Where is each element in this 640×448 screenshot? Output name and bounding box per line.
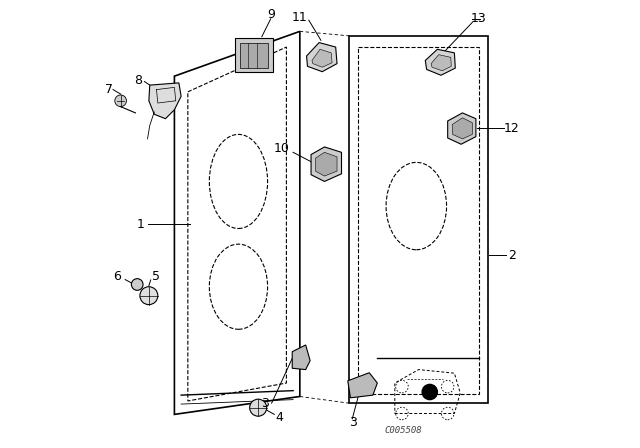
Text: 2: 2 — [508, 249, 516, 262]
Text: 5: 5 — [152, 270, 160, 284]
Polygon shape — [448, 113, 476, 144]
Polygon shape — [311, 147, 342, 181]
Polygon shape — [348, 373, 378, 398]
Text: 12: 12 — [504, 121, 520, 135]
Polygon shape — [312, 49, 332, 67]
Polygon shape — [149, 83, 181, 119]
Text: 10: 10 — [274, 142, 289, 155]
Polygon shape — [425, 49, 455, 75]
Circle shape — [250, 399, 267, 416]
Text: 13: 13 — [471, 12, 487, 26]
Circle shape — [131, 279, 143, 290]
Circle shape — [140, 287, 158, 305]
Bar — [240, 43, 268, 68]
Text: 3: 3 — [349, 415, 357, 429]
Text: 9: 9 — [267, 8, 275, 21]
Circle shape — [422, 384, 437, 400]
Text: 4: 4 — [275, 411, 283, 424]
Text: 11: 11 — [292, 11, 308, 25]
Text: 6: 6 — [113, 270, 121, 284]
Polygon shape — [307, 43, 337, 72]
Polygon shape — [431, 55, 451, 71]
Bar — [235, 38, 273, 72]
Text: 1: 1 — [136, 217, 145, 231]
Text: C005508: C005508 — [385, 426, 422, 435]
Text: 8: 8 — [134, 74, 143, 87]
Polygon shape — [316, 152, 337, 176]
Text: 3: 3 — [260, 396, 269, 410]
Circle shape — [115, 95, 127, 107]
Text: 7: 7 — [104, 83, 113, 96]
Polygon shape — [452, 118, 472, 139]
Polygon shape — [292, 345, 310, 370]
